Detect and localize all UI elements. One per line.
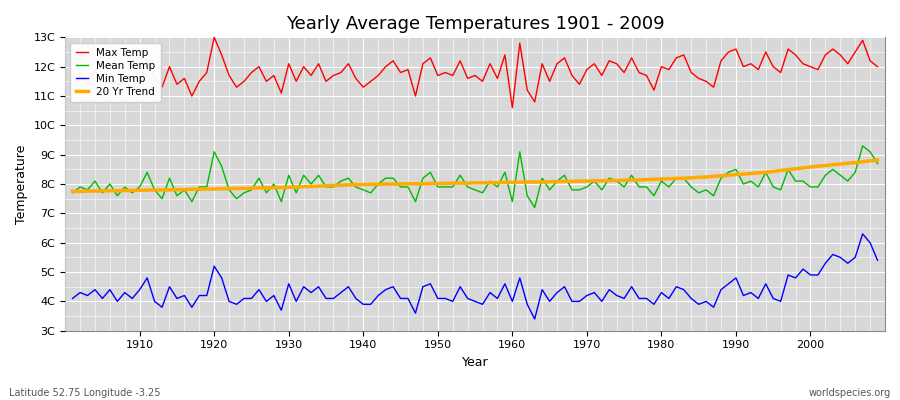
Mean Temp xyxy=(857,144,868,148)
Max Temp xyxy=(343,61,354,66)
Mean Temp xyxy=(336,179,346,184)
Line: 20 Yr Trend: 20 Yr Trend xyxy=(73,160,878,191)
Min Temp xyxy=(857,232,868,236)
20 Yr Trend xyxy=(127,188,138,193)
Min Temp xyxy=(68,296,78,301)
Mean Temp xyxy=(529,205,540,210)
20 Yr Trend xyxy=(291,184,302,189)
Max Temp xyxy=(522,88,533,92)
Mean Temp xyxy=(127,190,138,195)
Min Temp xyxy=(507,299,517,304)
Min Temp xyxy=(291,299,302,304)
Y-axis label: Temperature: Temperature xyxy=(15,144,28,224)
Min Temp xyxy=(500,281,510,286)
Line: Max Temp: Max Temp xyxy=(73,37,878,108)
Max Temp xyxy=(209,35,220,40)
Max Temp xyxy=(515,41,526,46)
Min Temp xyxy=(872,258,883,263)
20 Yr Trend xyxy=(336,183,346,188)
Line: Mean Temp: Mean Temp xyxy=(73,146,878,208)
Max Temp xyxy=(68,94,78,98)
Mean Temp xyxy=(291,190,302,195)
Max Temp xyxy=(298,64,309,69)
Min Temp xyxy=(127,296,138,301)
Mean Temp xyxy=(68,190,78,195)
Mean Temp xyxy=(872,161,883,166)
20 Yr Trend xyxy=(597,178,608,183)
Text: Latitude 52.75 Longitude -3.25: Latitude 52.75 Longitude -3.25 xyxy=(9,388,160,398)
Text: worldspecies.org: worldspecies.org xyxy=(809,388,891,398)
Max Temp xyxy=(611,61,622,66)
20 Yr Trend xyxy=(507,180,517,185)
Mean Temp xyxy=(500,170,510,175)
Max Temp xyxy=(507,105,517,110)
X-axis label: Year: Year xyxy=(462,356,489,369)
Mean Temp xyxy=(507,199,517,204)
20 Yr Trend xyxy=(872,158,883,162)
20 Yr Trend xyxy=(500,180,510,185)
Min Temp xyxy=(529,316,540,321)
Line: Min Temp: Min Temp xyxy=(73,234,878,319)
20 Yr Trend xyxy=(68,189,78,194)
Max Temp xyxy=(127,88,138,92)
Mean Temp xyxy=(604,176,615,180)
Min Temp xyxy=(604,287,615,292)
Max Temp xyxy=(872,64,883,69)
Legend: Max Temp, Mean Temp, Min Temp, 20 Yr Trend: Max Temp, Mean Temp, Min Temp, 20 Yr Tre… xyxy=(70,42,161,102)
Title: Yearly Average Temperatures 1901 - 2009: Yearly Average Temperatures 1901 - 2009 xyxy=(286,15,664,33)
Min Temp xyxy=(336,290,346,295)
